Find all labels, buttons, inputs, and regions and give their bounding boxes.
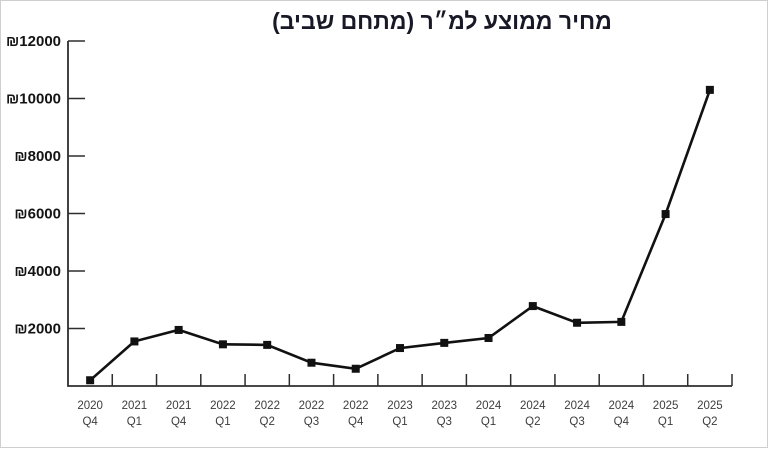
data-point-marker xyxy=(396,344,404,353)
data-point-marker xyxy=(484,333,493,342)
chart-title: מחיר ממוצע למ״ר (מתחם שביב) xyxy=(272,8,612,34)
price-series-line xyxy=(89,89,712,382)
data-point-marker xyxy=(661,210,670,219)
x-axis-label: 2024 Q2 xyxy=(520,400,546,428)
x-axis-label: 2024 Q1 xyxy=(476,400,502,428)
x-axis-label: 2024 Q4 xyxy=(609,400,635,428)
y-axis-label: ₪8000 xyxy=(14,148,61,165)
data-point-marker xyxy=(440,338,449,347)
x-axis-label: 2023 Q3 xyxy=(431,400,457,428)
data-point-marker xyxy=(573,318,582,327)
x-axis-label: 2024 Q3 xyxy=(564,400,590,428)
x-axis-label: 2025 Q1 xyxy=(653,400,679,428)
data-point-marker xyxy=(351,364,360,373)
x-axis-label: 2021 Q1 xyxy=(122,400,148,428)
y-axis-label: ₪6000 xyxy=(14,206,61,223)
data-point-marker xyxy=(705,85,714,94)
data-point-marker xyxy=(617,317,626,326)
x-axis-label: 2022 Q3 xyxy=(299,400,325,428)
y-axis-label: ₪4000 xyxy=(14,263,61,280)
x-axis-label: 2021 Q4 xyxy=(166,400,192,428)
data-point-marker xyxy=(130,337,139,346)
x-axis-label: 2022 Q1 xyxy=(210,400,236,428)
data-point-marker xyxy=(218,340,227,349)
x-axis-label: 2022 Q4 xyxy=(343,400,369,428)
y-axis-label: ₪10000 xyxy=(6,91,61,108)
axis-lines xyxy=(67,41,732,387)
y-axis-label: ₪12000 xyxy=(6,33,61,50)
x-axis-label: 2025 Q2 xyxy=(697,400,723,428)
data-point-marker xyxy=(307,358,316,367)
x-axis-label: 2023 Q1 xyxy=(387,400,413,428)
x-axis-label: 2020 Q4 xyxy=(77,400,103,428)
y-axis-label: ₪2000 xyxy=(14,321,61,338)
data-point-marker xyxy=(86,376,95,385)
data-point-marker xyxy=(528,302,537,311)
x-axis-label: 2022 Q2 xyxy=(254,400,280,428)
data-point-marker xyxy=(263,340,272,349)
data-point-marker xyxy=(174,325,183,334)
